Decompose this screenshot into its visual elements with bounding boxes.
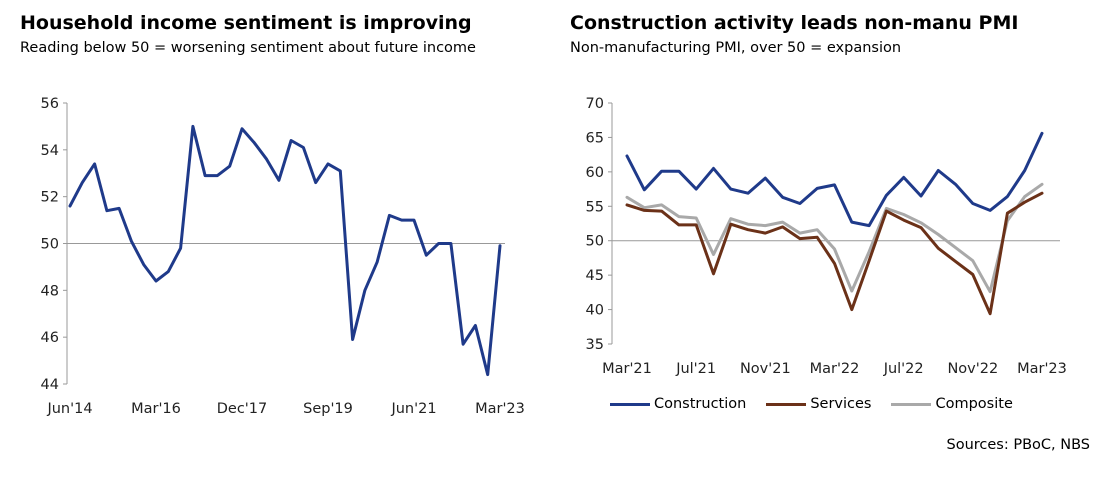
left-chart-svg: 44 46 48 50 52 54 56 Jun'14 Mar'16 Dec'17 Sep'19 Ju… xyxy=(41,96,525,417)
right-chart-title: Construction activity leads non-manu PMI xyxy=(570,12,1019,34)
source-note: Sources: PBoC, NBS xyxy=(946,437,1091,453)
right-y-tick-label: 70 xyxy=(586,96,604,112)
left-y-tick-label: 48 xyxy=(41,283,59,299)
left-chart-subtitle: Reading below 50 = worsening sentiment a… xyxy=(20,40,476,56)
left-x-tick-label: Mar'23 xyxy=(475,401,525,417)
right-x-tick-label: Mar'23 xyxy=(1017,361,1067,377)
right-series-construction-line xyxy=(625,131,1044,228)
legend-item-composite: Composite xyxy=(891,396,1013,412)
left-x-tick-label: Jun'14 xyxy=(46,401,92,417)
right-x-tick-label: Jul'21 xyxy=(675,361,716,377)
left-x-tick-label: Dec'17 xyxy=(217,401,268,417)
legend-label-composite: Composite xyxy=(935,396,1013,412)
right-chart-svg: 35 40 45 50 55 60 65 70 Mar'21 Jul'21 Nov'21 Mar'22… xyxy=(586,96,1067,377)
right-y-tick-label: 60 xyxy=(586,165,604,181)
left-y-tick-label: 44 xyxy=(41,377,59,393)
right-x-tick-label: Mar'22 xyxy=(810,361,860,377)
legend-item-services: Services xyxy=(766,396,871,412)
left-chart-panel: Household income sentiment is improving … xyxy=(0,0,540,482)
right-y-tick-label: 65 xyxy=(586,130,604,146)
legend-label-services: Services xyxy=(810,396,872,412)
legend-swatch-services xyxy=(766,402,807,406)
legend-swatch-construction xyxy=(610,402,650,406)
right-chart-panel: Construction activity leads non-manu PMI… xyxy=(560,0,1120,482)
left-y-tick-label: 54 xyxy=(41,143,59,159)
left-y-tick-label: 46 xyxy=(41,330,59,346)
right-x-tick-label: Nov'21 xyxy=(740,361,791,377)
right-x-tick-label: Jul'22 xyxy=(883,361,924,377)
right-chart-legend: Construction Services Composite xyxy=(610,396,1013,412)
legend-swatch-composite xyxy=(891,402,932,406)
right-y-tick-label: 55 xyxy=(586,199,604,215)
right-y-tick-label: 50 xyxy=(586,234,604,250)
legend-label-construction: Construction xyxy=(654,396,747,412)
left-x-tick-label: Jun'21 xyxy=(390,401,436,417)
left-y-tick-label: 50 xyxy=(41,237,59,253)
right-series-composite-line xyxy=(625,182,1044,294)
left-series-sentiment-line xyxy=(68,124,502,377)
legend-item-construction: Construction xyxy=(610,396,746,412)
left-chart-title: Household income sentiment is improving xyxy=(20,12,472,34)
right-y-tick-label: 35 xyxy=(586,337,604,353)
right-chart-subtitle: Non-manufacturing PMI, over 50 = expansi… xyxy=(570,40,902,56)
left-y-tick-label: 52 xyxy=(41,190,59,206)
right-y-tick-label: 45 xyxy=(586,268,604,284)
right-x-tick-label: Mar'21 xyxy=(602,361,652,377)
right-x-tick-label: Nov'22 xyxy=(947,361,998,377)
right-series-services-line xyxy=(625,191,1044,316)
left-x-tick-label: Mar'16 xyxy=(131,401,181,417)
right-y-tick-label: 40 xyxy=(586,303,604,319)
left-x-tick-label: Sep'19 xyxy=(303,401,353,417)
left-y-tick-label: 56 xyxy=(41,96,59,112)
